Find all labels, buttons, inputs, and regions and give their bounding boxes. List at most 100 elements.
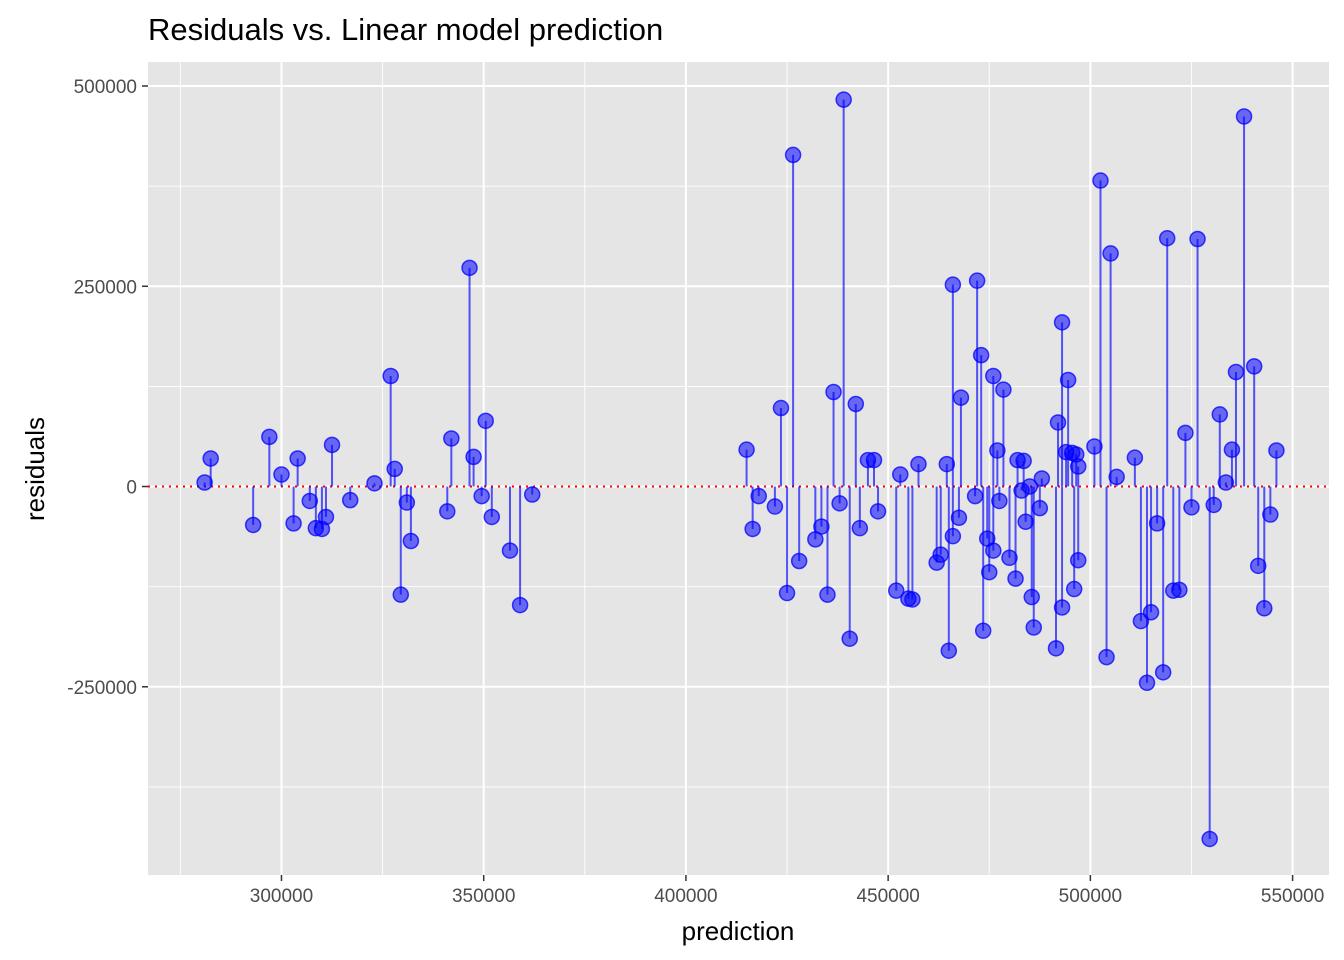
- residual-point: [244, 516, 262, 534]
- residual-point: [825, 383, 842, 401]
- residual-point: [289, 450, 306, 467]
- residual-point: [483, 508, 501, 526]
- residual-point: [1148, 515, 1166, 532]
- residual-point: [1069, 458, 1087, 475]
- residual-point: [981, 563, 998, 581]
- minor-gridlines: [148, 62, 1329, 875]
- chart-title: Residuals vs. Linear model prediction: [148, 12, 663, 47]
- residual-point: [766, 498, 784, 515]
- residual-point: [869, 503, 887, 520]
- residual-point: [382, 367, 399, 385]
- residual-point: [738, 441, 755, 458]
- residual-point: [968, 272, 986, 289]
- residual-point: [443, 430, 460, 447]
- residual-point: [1249, 557, 1267, 575]
- residual-point: [932, 546, 949, 563]
- residual-point: [835, 91, 852, 108]
- residual-point: [938, 455, 956, 473]
- x-tick-label: 550000: [1261, 886, 1324, 907]
- residual-point: [1217, 474, 1235, 491]
- residual-point: [1025, 619, 1042, 636]
- residual-point: [1053, 314, 1071, 331]
- residual-point: [1235, 108, 1253, 125]
- residual-point: [323, 436, 341, 454]
- residual-point: [750, 487, 767, 505]
- x-axis-title: prediction: [682, 916, 795, 946]
- y-tick-label: 500000: [74, 77, 137, 98]
- residual-point: [1126, 449, 1144, 466]
- residual-point: [841, 630, 858, 647]
- residual-point: [940, 642, 958, 659]
- residual-point: [511, 596, 529, 614]
- residual-point: [1086, 438, 1103, 455]
- residual-point: [523, 486, 541, 503]
- residual-point: [974, 622, 992, 639]
- residual-point: [1201, 830, 1218, 848]
- residual-point: [392, 586, 410, 603]
- residual-point: [398, 494, 416, 511]
- residual-point: [865, 451, 883, 469]
- residual-point: [1031, 499, 1049, 517]
- residual-point: [1023, 588, 1040, 606]
- residual-point: [790, 552, 808, 570]
- residual-point: [402, 532, 420, 550]
- residual-point: [366, 475, 383, 492]
- residual-point: [341, 491, 359, 509]
- residual-point: [1268, 442, 1285, 459]
- residual-point: [1047, 640, 1065, 657]
- residual-point: [991, 492, 1008, 510]
- residual-point: [904, 591, 921, 608]
- x-tick-label: 500000: [1059, 886, 1122, 907]
- residual-point: [744, 520, 761, 538]
- residual-point: [461, 259, 478, 277]
- residual-point: [1059, 371, 1077, 389]
- residual-point: [892, 466, 909, 483]
- residual-point: [1158, 229, 1176, 247]
- residual-point: [473, 487, 490, 505]
- residual-point: [1102, 245, 1119, 262]
- residual-point: [1142, 604, 1160, 621]
- residual-point: [1223, 441, 1241, 458]
- residual-point: [261, 428, 278, 446]
- residual-point: [1177, 424, 1194, 442]
- y-axis-title: residuals: [20, 417, 50, 521]
- residual-point: [501, 542, 519, 559]
- y-tick-label: 0: [126, 478, 137, 499]
- residual-point: [772, 399, 790, 417]
- residual-point: [1092, 172, 1109, 189]
- residual-point: [1053, 599, 1071, 616]
- x-tick-label: 450000: [856, 886, 919, 907]
- residual-point: [851, 519, 869, 537]
- residual-point: [196, 474, 213, 491]
- y-tick-label: -250000: [67, 678, 137, 699]
- residual-point: [944, 276, 962, 293]
- residual-point: [1189, 230, 1206, 248]
- residual-point: [784, 146, 802, 164]
- residual-point: [1256, 600, 1273, 617]
- y-tick-label: 250000: [74, 277, 137, 298]
- residual-point: [1262, 506, 1279, 523]
- residual-point: [1108, 468, 1125, 486]
- plot-panel: [148, 62, 1329, 875]
- residual-point: [202, 450, 219, 467]
- residual-point: [952, 389, 970, 406]
- residual-point: [1227, 363, 1245, 381]
- residual-point: [386, 460, 403, 478]
- residual-point: [985, 367, 1002, 385]
- residual-point: [989, 442, 1006, 459]
- residual-points: [196, 91, 1285, 848]
- residual-point: [1069, 551, 1087, 569]
- residual-point: [1017, 513, 1034, 531]
- residual-point: [972, 346, 990, 364]
- residual-point: [1154, 664, 1172, 681]
- x-tick-label: 350000: [452, 886, 515, 907]
- residual-point: [813, 518, 830, 535]
- residual-point: [910, 455, 927, 473]
- x-tick-label: 300000: [250, 886, 313, 907]
- residual-point: [1007, 570, 1024, 587]
- residual-point: [950, 509, 968, 527]
- y-axis-ticks: -250000 0 250000 500000: [67, 77, 148, 699]
- residual-point: [1065, 580, 1083, 598]
- residual-point: [1183, 499, 1200, 516]
